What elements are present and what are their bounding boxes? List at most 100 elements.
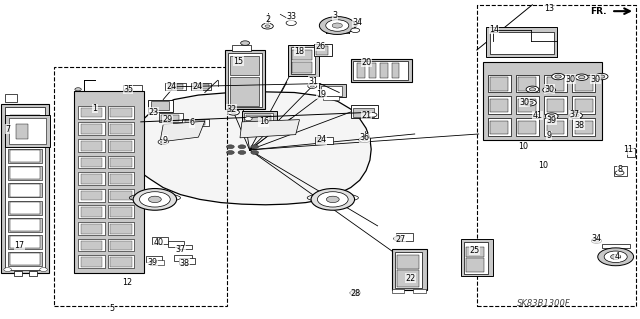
Bar	[78, 255, 105, 268]
Circle shape	[308, 84, 317, 88]
Circle shape	[4, 268, 12, 271]
Circle shape	[594, 240, 599, 242]
Text: 30: 30	[590, 75, 600, 84]
Bar	[8, 149, 42, 163]
Bar	[8, 132, 42, 146]
Text: 10: 10	[518, 142, 529, 151]
Circle shape	[326, 20, 349, 31]
Text: 12: 12	[122, 278, 132, 287]
Text: 21: 21	[361, 111, 371, 120]
Bar	[110, 257, 132, 267]
Bar	[178, 245, 192, 249]
Bar	[78, 205, 105, 218]
Text: 14: 14	[489, 25, 499, 34]
Bar	[110, 207, 132, 217]
Text: 9: 9	[163, 136, 168, 145]
Text: 19: 19	[316, 90, 326, 99]
Bar	[81, 141, 102, 151]
Bar	[110, 191, 132, 200]
Bar	[518, 121, 536, 134]
Bar	[81, 191, 102, 200]
Circle shape	[326, 196, 339, 203]
Text: 31: 31	[308, 77, 319, 86]
Bar	[110, 141, 132, 151]
Bar	[108, 139, 134, 152]
Bar	[123, 85, 142, 93]
Bar	[291, 47, 315, 74]
Bar	[292, 50, 312, 60]
Circle shape	[555, 75, 561, 78]
Text: 30: 30	[544, 85, 554, 94]
Bar	[466, 258, 484, 272]
Text: 33: 33	[286, 12, 296, 21]
Circle shape	[394, 236, 403, 241]
Bar	[490, 32, 554, 54]
Text: 35: 35	[123, 85, 133, 94]
Bar	[246, 115, 271, 125]
Text: 2: 2	[265, 15, 270, 24]
Bar	[225, 50, 265, 109]
Bar	[314, 44, 332, 56]
Bar	[10, 253, 40, 265]
Bar	[244, 113, 273, 127]
Bar	[228, 53, 262, 107]
Circle shape	[545, 113, 558, 119]
Circle shape	[251, 145, 259, 149]
Bar	[10, 133, 40, 145]
Bar	[316, 46, 328, 55]
Bar	[150, 260, 164, 265]
Text: 22: 22	[406, 274, 416, 283]
Bar	[159, 113, 183, 122]
Circle shape	[238, 145, 246, 149]
Bar	[14, 271, 22, 276]
Text: FR.: FR.	[590, 7, 607, 16]
Bar	[486, 27, 557, 57]
Bar	[575, 121, 593, 134]
Bar	[177, 84, 183, 89]
Polygon shape	[240, 120, 300, 138]
Bar	[351, 105, 378, 118]
Text: 37: 37	[175, 245, 186, 254]
Text: 39: 39	[547, 116, 557, 125]
Bar	[397, 255, 419, 269]
Text: 16: 16	[259, 117, 269, 126]
Bar	[110, 124, 132, 134]
Bar	[81, 124, 102, 134]
Bar	[81, 108, 102, 117]
Bar	[544, 118, 567, 136]
Bar	[10, 202, 40, 214]
Bar	[108, 122, 134, 135]
Circle shape	[310, 85, 314, 87]
Bar	[544, 75, 567, 92]
Circle shape	[611, 254, 621, 259]
Text: 20: 20	[361, 58, 371, 67]
Bar	[81, 257, 102, 267]
Bar	[110, 158, 132, 167]
Bar	[81, 207, 102, 217]
Ellipse shape	[311, 189, 355, 210]
Bar	[483, 62, 602, 140]
Bar	[357, 63, 365, 78]
Circle shape	[140, 192, 170, 207]
Bar	[230, 77, 259, 106]
Bar	[627, 148, 635, 157]
Bar	[193, 84, 202, 89]
Bar	[182, 119, 209, 126]
Bar	[168, 84, 177, 89]
Circle shape	[579, 76, 585, 79]
Text: 36: 36	[360, 133, 370, 142]
Bar	[396, 233, 413, 241]
Circle shape	[262, 23, 273, 29]
Bar	[108, 255, 134, 268]
Bar	[602, 244, 630, 248]
Bar	[547, 77, 564, 91]
Bar	[151, 101, 169, 110]
Bar	[575, 99, 593, 112]
Bar	[29, 271, 37, 276]
Bar	[490, 77, 508, 91]
Bar	[488, 118, 511, 136]
Bar	[351, 59, 412, 82]
Text: 30: 30	[520, 98, 530, 107]
Bar	[392, 289, 404, 293]
Text: SK83B1300F: SK83B1300F	[517, 299, 571, 308]
